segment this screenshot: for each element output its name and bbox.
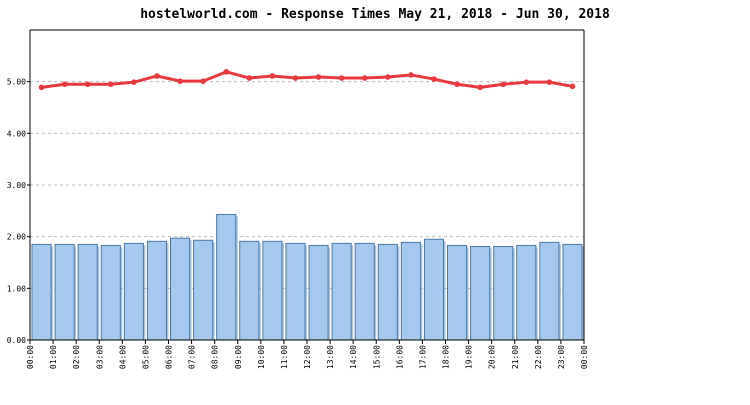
line-point bbox=[546, 79, 553, 85]
x-tick-label: 00:00 bbox=[26, 345, 35, 369]
x-tick-label: 22:00 bbox=[534, 345, 543, 369]
x-tick-label: 06:00 bbox=[165, 345, 174, 369]
x-tick-label: 15:00 bbox=[372, 345, 381, 369]
bar bbox=[100, 244, 121, 341]
y-tick-label: 5.00 bbox=[7, 78, 26, 87]
line-point bbox=[200, 78, 206, 84]
bar bbox=[493, 245, 514, 341]
y-tick-label: 0.00 bbox=[7, 336, 26, 345]
chart-title: hostelworld.com - Response Times May 21,… bbox=[140, 7, 610, 22]
x-tick-label: 21:00 bbox=[511, 345, 520, 369]
line-point bbox=[500, 81, 507, 88]
bar bbox=[239, 240, 260, 341]
y-tick-labels: 0.00 1.00 2.00 3.00 4.00 5.00 bbox=[7, 78, 26, 345]
x-tick-label: 17:00 bbox=[418, 345, 427, 369]
bar-series bbox=[31, 213, 584, 341]
bar bbox=[216, 213, 237, 341]
x-tick-label: 14:00 bbox=[349, 345, 358, 369]
line-point bbox=[408, 72, 414, 78]
line-point bbox=[361, 75, 368, 81]
x-tick-label: 00:00 bbox=[580, 345, 589, 369]
line-point bbox=[315, 74, 322, 80]
bar bbox=[54, 243, 75, 341]
bar bbox=[123, 242, 144, 341]
bar bbox=[423, 238, 444, 341]
bar bbox=[354, 242, 375, 341]
line-point bbox=[61, 81, 68, 88]
bar bbox=[262, 240, 283, 341]
bar bbox=[331, 242, 352, 341]
y-tick-label: 3.00 bbox=[7, 181, 26, 190]
x-tick-label: 08:00 bbox=[211, 345, 220, 369]
x-tick-label: 13:00 bbox=[326, 345, 335, 369]
x-tick-label: 20:00 bbox=[488, 345, 497, 369]
bar bbox=[400, 241, 421, 341]
x-tick-label: 23:00 bbox=[557, 345, 566, 369]
bar bbox=[470, 245, 491, 341]
line-path bbox=[41, 70, 573, 89]
line-point bbox=[246, 75, 253, 81]
x-tick-label: 04:00 bbox=[118, 345, 127, 369]
line-point bbox=[269, 73, 276, 79]
x-tick-label: 01:00 bbox=[49, 345, 58, 369]
x-tick-label: 19:00 bbox=[465, 345, 474, 369]
line-point bbox=[338, 75, 345, 81]
bar bbox=[562, 243, 583, 341]
x-tick-label: 11:00 bbox=[280, 345, 289, 369]
axes bbox=[27, 29, 585, 344]
y-tick-label: 4.00 bbox=[7, 129, 26, 138]
line-point bbox=[84, 81, 91, 88]
bar bbox=[193, 239, 214, 341]
bar bbox=[77, 243, 98, 341]
bar bbox=[170, 237, 191, 341]
bar bbox=[31, 243, 52, 341]
line-point bbox=[223, 69, 230, 75]
bar bbox=[539, 241, 560, 341]
bar bbox=[516, 244, 537, 341]
x-tick-label: 07:00 bbox=[188, 345, 197, 369]
x-tick-label: 03:00 bbox=[95, 345, 104, 369]
x-tick-label: 10:00 bbox=[257, 345, 266, 369]
x-tick-label: 02:00 bbox=[72, 345, 81, 369]
line-point bbox=[431, 76, 437, 82]
line-point bbox=[384, 74, 391, 80]
x-tick-labels: 00:00 01:00 02:00 03:00 04:00 05:00 06:00 07:00… bbox=[26, 345, 589, 369]
line-point bbox=[523, 79, 530, 85]
x-tick-label: 05:00 bbox=[141, 345, 150, 369]
bar bbox=[146, 240, 168, 341]
line-point bbox=[569, 83, 576, 90]
y-tick-label: 1.00 bbox=[7, 284, 26, 293]
y-tick-label: 2.00 bbox=[7, 233, 26, 242]
line-point bbox=[154, 73, 160, 79]
x-tick-label: 18:00 bbox=[442, 345, 451, 369]
line-point bbox=[454, 81, 460, 88]
line-point bbox=[292, 75, 299, 81]
x-tick-label: 09:00 bbox=[234, 345, 243, 369]
x-tick-label: 16:00 bbox=[395, 345, 404, 369]
line-point bbox=[177, 78, 183, 84]
line-point bbox=[131, 79, 137, 85]
line-point bbox=[107, 81, 114, 88]
line-series bbox=[38, 69, 576, 91]
line-point bbox=[477, 84, 483, 91]
bar bbox=[447, 244, 468, 341]
line-point bbox=[38, 84, 45, 91]
bar bbox=[377, 243, 398, 341]
bar bbox=[285, 242, 306, 341]
x-tick-label: 12:00 bbox=[303, 345, 312, 369]
bar bbox=[308, 244, 329, 341]
